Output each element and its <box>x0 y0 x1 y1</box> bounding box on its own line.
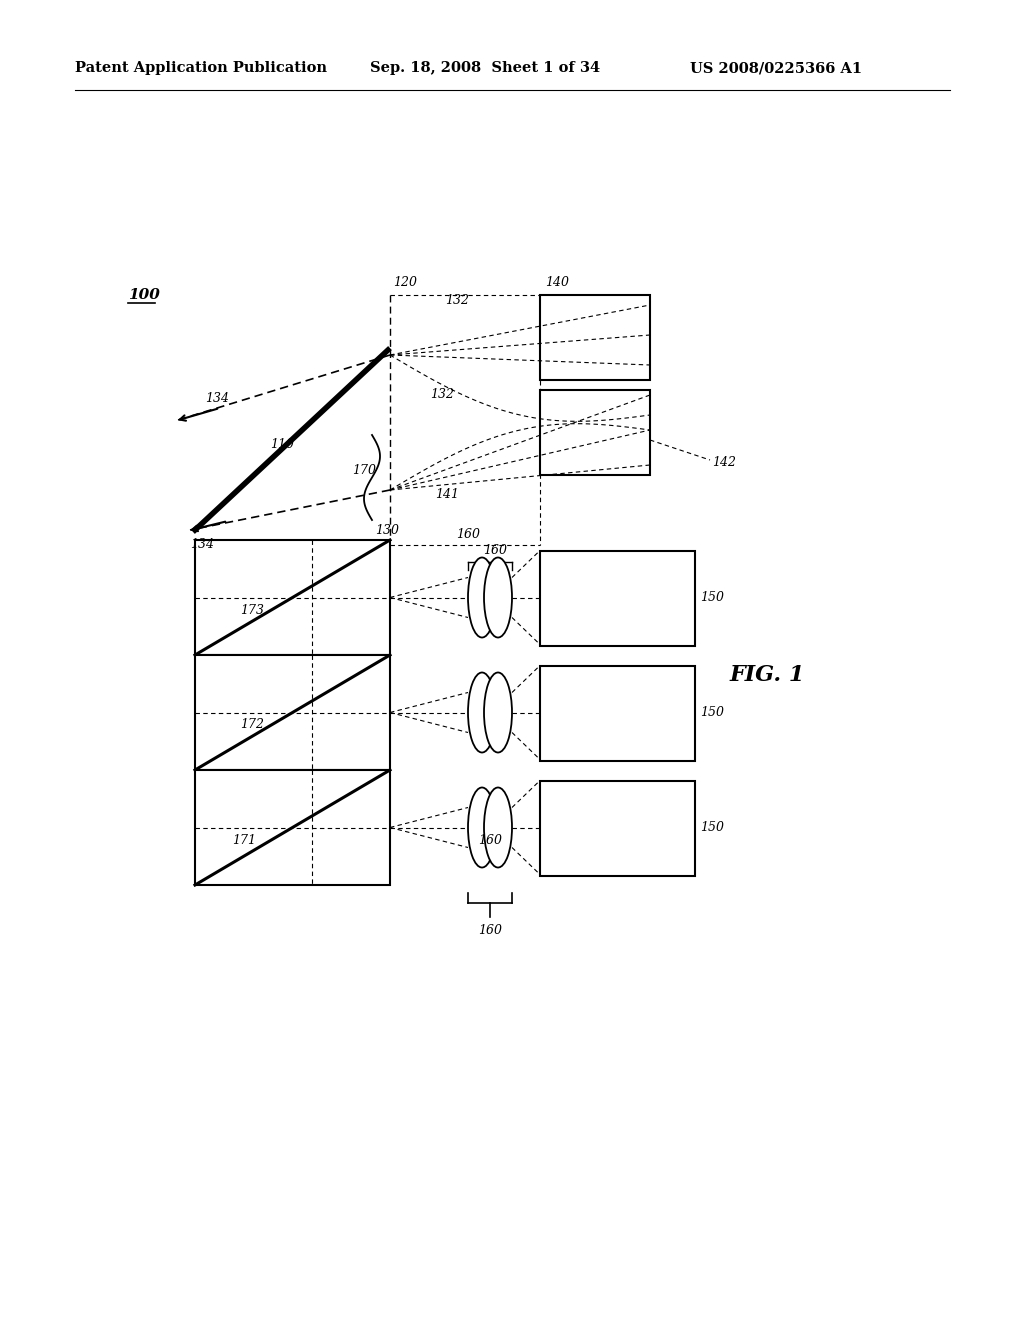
Text: 140: 140 <box>545 276 569 289</box>
Text: 134: 134 <box>205 392 229 404</box>
Ellipse shape <box>484 672 512 752</box>
Ellipse shape <box>484 557 512 638</box>
Text: 172: 172 <box>240 718 264 731</box>
Text: FIG. 1: FIG. 1 <box>730 664 805 686</box>
Text: 110: 110 <box>270 438 294 451</box>
Text: 160: 160 <box>478 833 502 846</box>
Text: 141: 141 <box>435 488 459 502</box>
Bar <box>540 780 695 875</box>
Bar <box>195 655 390 770</box>
Text: 160: 160 <box>483 544 507 557</box>
Text: 100: 100 <box>128 288 160 302</box>
Text: Sep. 18, 2008  Sheet 1 of 34: Sep. 18, 2008 Sheet 1 of 34 <box>370 61 600 75</box>
Bar <box>540 294 650 380</box>
Text: 160: 160 <box>456 528 480 541</box>
Bar <box>540 550 695 645</box>
Text: US 2008/0225366 A1: US 2008/0225366 A1 <box>690 61 862 75</box>
Text: 134: 134 <box>190 539 214 552</box>
Bar <box>195 540 390 655</box>
Ellipse shape <box>484 788 512 867</box>
Text: 150: 150 <box>700 821 724 834</box>
Ellipse shape <box>468 557 496 638</box>
Ellipse shape <box>468 788 496 867</box>
Ellipse shape <box>468 672 496 752</box>
Text: Patent Application Publication: Patent Application Publication <box>75 61 327 75</box>
Bar <box>540 389 650 475</box>
Text: 120: 120 <box>393 276 417 289</box>
Text: 170: 170 <box>352 463 376 477</box>
Text: 130: 130 <box>375 524 399 536</box>
Text: 173: 173 <box>240 603 264 616</box>
Text: 150: 150 <box>700 591 724 605</box>
Bar <box>195 770 390 884</box>
Text: 142: 142 <box>712 455 736 469</box>
Text: 132: 132 <box>445 293 469 306</box>
Text: 150: 150 <box>700 706 724 719</box>
Bar <box>540 665 695 760</box>
Text: 160: 160 <box>478 924 502 937</box>
Text: 171: 171 <box>232 833 256 846</box>
Text: 132: 132 <box>430 388 454 401</box>
